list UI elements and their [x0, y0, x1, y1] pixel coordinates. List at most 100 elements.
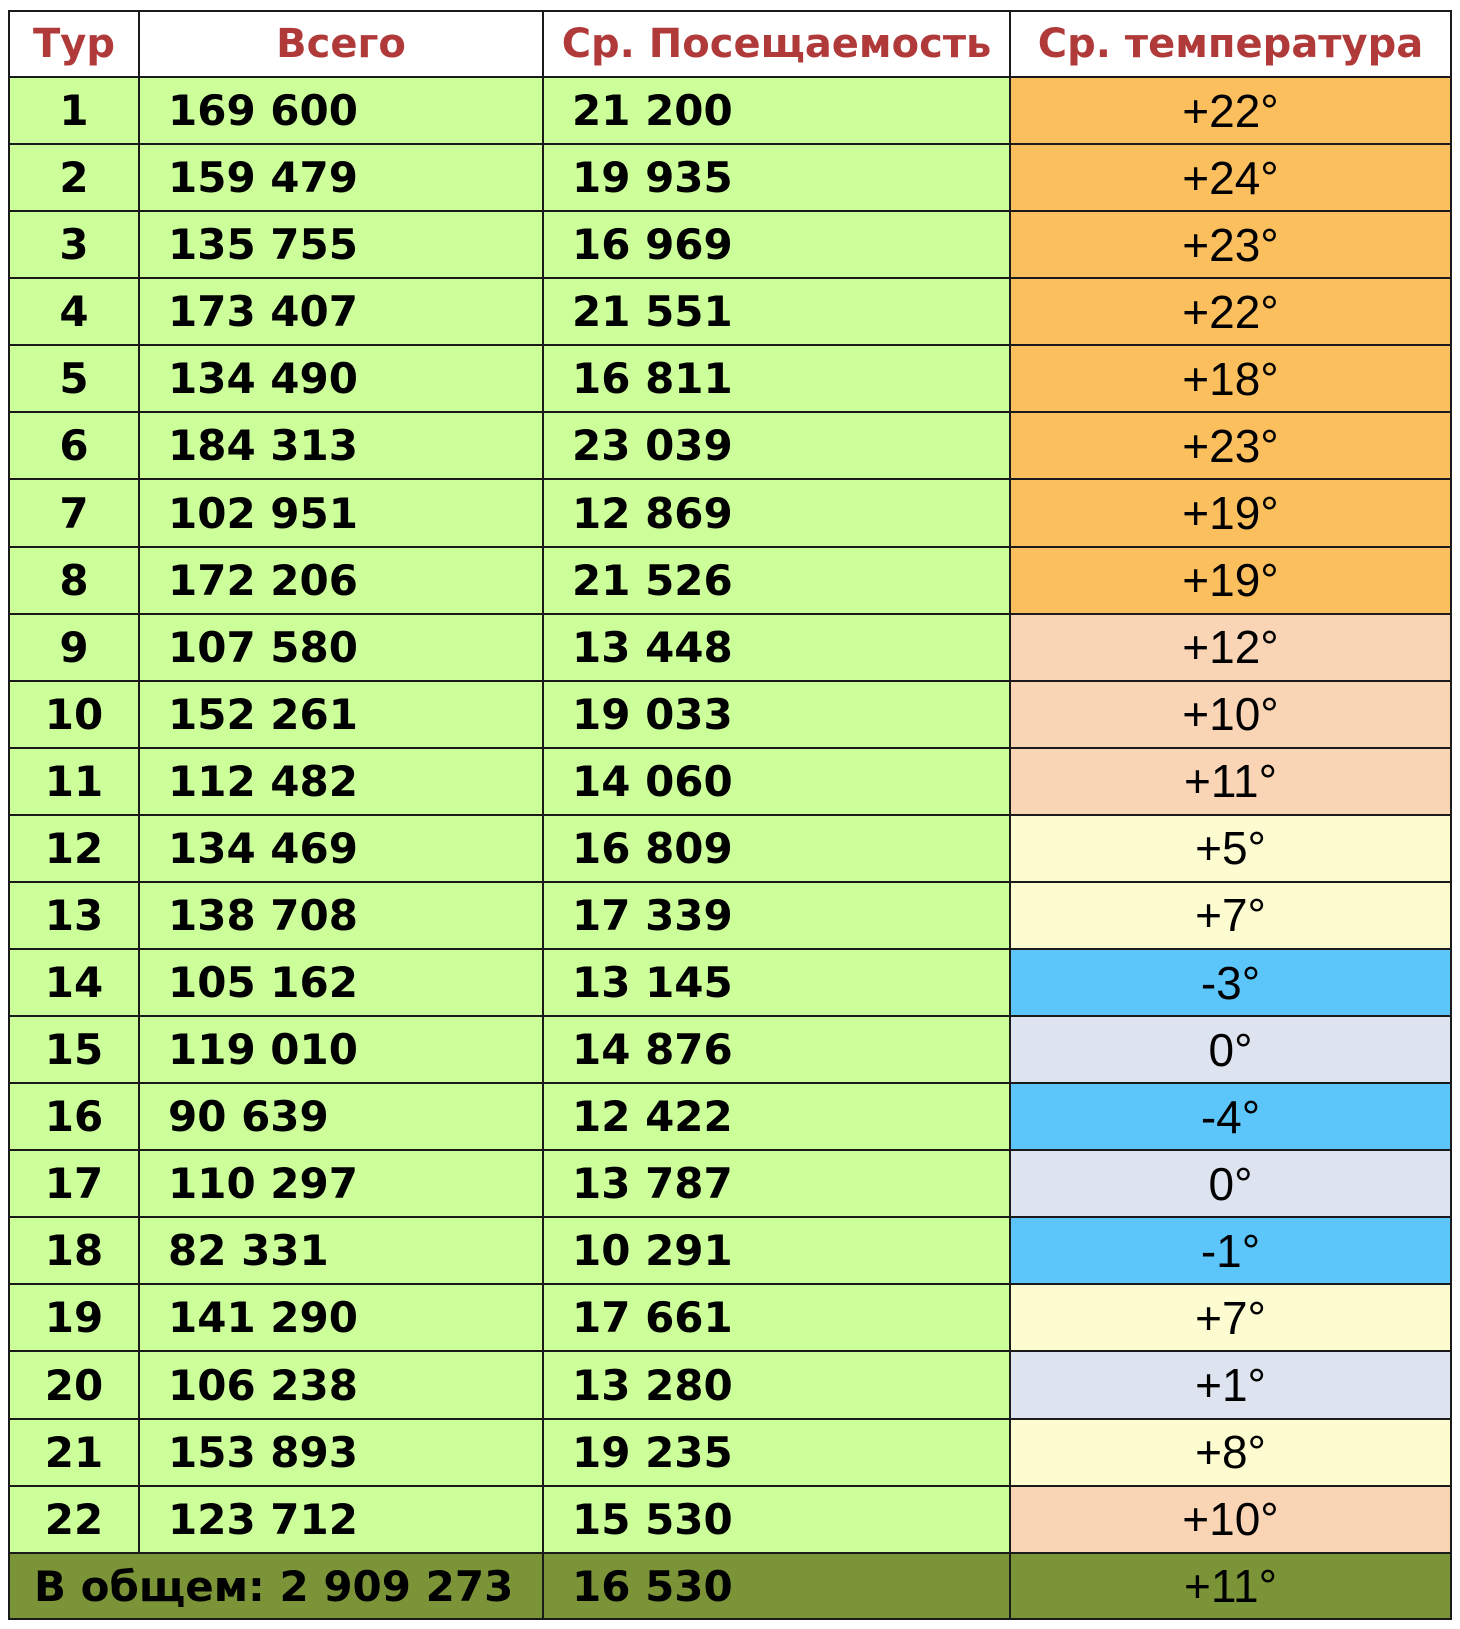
avg-temperature-cell: +22° [1009, 75, 1452, 146]
summary-label: В общем: 2 909 273 [8, 1552, 544, 1620]
avg-attendance-cell: 13 787 [542, 1149, 1011, 1219]
tour-cell: 15 [8, 1015, 140, 1085]
tour-cell: 20 [8, 1350, 140, 1420]
table-row: 21 153 893 19 235 +8° [8, 1417, 1452, 1487]
avg-temperature-cell: +1° [1009, 1350, 1452, 1420]
total-cell: 159 479 [138, 143, 544, 213]
tour-cell: 1 [8, 75, 140, 146]
total-cell: 169 600 [138, 75, 544, 146]
tour-cell: 5 [8, 344, 140, 414]
table-row: 16 90 639 12 422 -4° [8, 1082, 1452, 1152]
attendance-table: Тур Всего Ср. Посещаемость Ср. температу… [8, 10, 1452, 1620]
avg-temperature-cell: +7° [1009, 1283, 1452, 1353]
tour-cell: 9 [8, 612, 140, 682]
avg-temperature-cell: +22° [1009, 277, 1452, 347]
table-row: 22 123 712 15 530 +10° [8, 1484, 1452, 1555]
avg-attendance-cell: 13 145 [542, 948, 1011, 1018]
table-row: 4 173 407 21 551 +22° [8, 277, 1452, 347]
total-cell: 138 708 [138, 880, 544, 951]
avg-temperature-cell: 0° [1009, 1015, 1452, 1085]
avg-temperature-cell: +12° [1009, 612, 1452, 682]
table-row: 19 141 290 17 661 +7° [8, 1283, 1452, 1353]
table-row: 7 102 951 12 869 +19° [8, 478, 1452, 548]
avg-temperature-cell: +10° [1009, 1484, 1452, 1555]
avg-attendance-cell: 10 291 [542, 1216, 1011, 1286]
table-row: 15 119 010 14 876 0° [8, 1015, 1452, 1085]
avg-attendance-cell: 23 039 [542, 411, 1011, 481]
avg-attendance-cell: 12 869 [542, 478, 1011, 548]
total-cell: 141 290 [138, 1283, 544, 1353]
total-cell: 102 951 [138, 478, 544, 548]
total-cell: 123 712 [138, 1484, 544, 1555]
avg-attendance-cell: 21 200 [542, 75, 1011, 146]
tour-cell: 19 [8, 1283, 140, 1353]
tour-cell: 22 [8, 1484, 140, 1555]
tour-cell: 7 [8, 478, 140, 548]
avg-attendance-cell: 21 526 [542, 545, 1011, 615]
summary-avg-attendance: 16 530 [542, 1552, 1011, 1620]
avg-attendance-cell: 14 060 [542, 746, 1011, 816]
avg-attendance-cell: 17 661 [542, 1283, 1011, 1353]
avg-temperature-cell: +18° [1009, 344, 1452, 414]
total-cell: 105 162 [138, 948, 544, 1018]
avg-temperature-cell: +23° [1009, 210, 1452, 280]
total-cell: 82 331 [138, 1216, 544, 1286]
table-row: 11 112 482 14 060 +11° [8, 746, 1452, 816]
avg-attendance-cell: 16 809 [542, 813, 1011, 883]
table-row: 1 169 600 21 200 +22° [8, 75, 1452, 146]
tour-cell: 14 [8, 948, 140, 1018]
header-tour: Тур [8, 10, 140, 78]
tour-cell: 12 [8, 813, 140, 883]
table-row: 12 134 469 16 809 +5° [8, 813, 1452, 883]
avg-temperature-cell: -1° [1009, 1216, 1452, 1286]
total-cell: 134 490 [138, 344, 544, 414]
total-cell: 134 469 [138, 813, 544, 883]
avg-attendance-cell: 14 876 [542, 1015, 1011, 1085]
avg-attendance-cell: 16 811 [542, 344, 1011, 414]
tour-cell: 4 [8, 277, 140, 347]
header-avg-temperature: Ср. температура [1009, 10, 1452, 78]
avg-temperature-cell: +11° [1009, 746, 1452, 816]
total-cell: 184 313 [138, 411, 544, 481]
total-cell: 152 261 [138, 679, 544, 749]
total-cell: 90 639 [138, 1082, 544, 1152]
tour-cell: 13 [8, 880, 140, 951]
total-cell: 173 407 [138, 277, 544, 347]
table-row: 5 134 490 16 811 +18° [8, 344, 1452, 414]
header-row: Тур Всего Ср. Посещаемость Ср. температу… [8, 10, 1452, 78]
avg-attendance-cell: 15 530 [542, 1484, 1011, 1555]
tour-cell: 8 [8, 545, 140, 615]
avg-attendance-cell: 17 339 [542, 880, 1011, 951]
avg-attendance-cell: 16 969 [542, 210, 1011, 280]
avg-attendance-cell: 12 422 [542, 1082, 1011, 1152]
table-row: 13 138 708 17 339 +7° [8, 880, 1452, 951]
summary-avg-temperature: +11° [1009, 1552, 1452, 1620]
avg-attendance-cell: 19 033 [542, 679, 1011, 749]
table-row: 9 107 580 13 448 +12° [8, 612, 1452, 682]
avg-temperature-cell: -4° [1009, 1082, 1452, 1152]
tour-cell: 10 [8, 679, 140, 749]
table-row: 20 106 238 13 280 +1° [8, 1350, 1452, 1420]
total-cell: 119 010 [138, 1015, 544, 1085]
tour-cell: 18 [8, 1216, 140, 1286]
total-cell: 172 206 [138, 545, 544, 615]
avg-temperature-cell: 0° [1009, 1149, 1452, 1219]
table-row: 2 159 479 19 935 +24° [8, 143, 1452, 213]
tour-cell: 17 [8, 1149, 140, 1219]
header-avg-attendance: Ср. Посещаемость [542, 10, 1011, 78]
avg-attendance-cell: 21 551 [542, 277, 1011, 347]
total-cell: 106 238 [138, 1350, 544, 1420]
table-row: 17 110 297 13 787 0° [8, 1149, 1452, 1219]
total-cell: 112 482 [138, 746, 544, 816]
table-row: 10 152 261 19 033 +10° [8, 679, 1452, 749]
avg-attendance-cell: 13 448 [542, 612, 1011, 682]
avg-temperature-cell: +23° [1009, 411, 1452, 481]
avg-attendance-cell: 13 280 [542, 1350, 1011, 1420]
table-row: 18 82 331 10 291 -1° [8, 1216, 1452, 1286]
tour-cell: 16 [8, 1082, 140, 1152]
table-row: 3 135 755 16 969 +23° [8, 210, 1452, 280]
avg-temperature-cell: +19° [1009, 478, 1452, 548]
avg-temperature-cell: +5° [1009, 813, 1452, 883]
table-row: 14 105 162 13 145 -3° [8, 948, 1452, 1018]
table-row: 8 172 206 21 526 +19° [8, 545, 1452, 615]
